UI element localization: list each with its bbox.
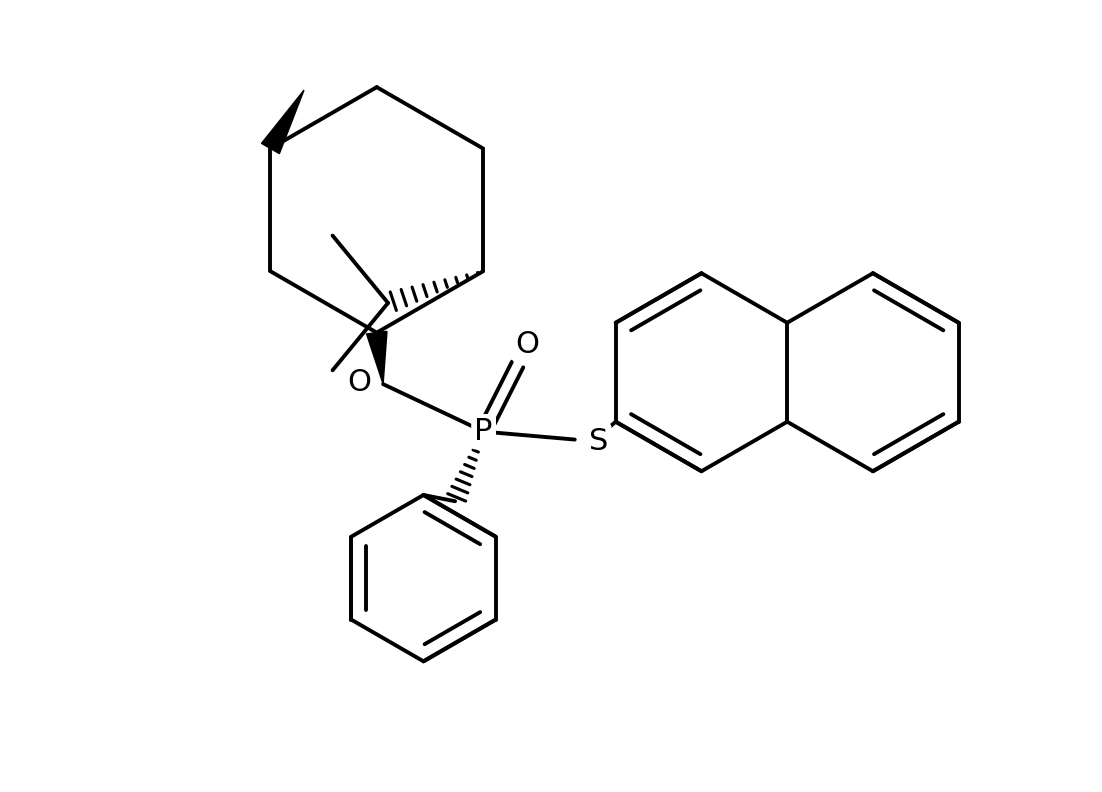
Text: O: O — [516, 330, 540, 360]
Text: O: O — [516, 330, 540, 360]
Text: S: S — [588, 427, 608, 455]
Text: O: O — [347, 368, 371, 397]
Text: P: P — [475, 417, 493, 446]
Text: O: O — [347, 368, 371, 397]
Text: P: P — [475, 417, 493, 446]
Text: S: S — [588, 427, 608, 455]
Polygon shape — [367, 331, 387, 384]
Polygon shape — [261, 90, 304, 154]
